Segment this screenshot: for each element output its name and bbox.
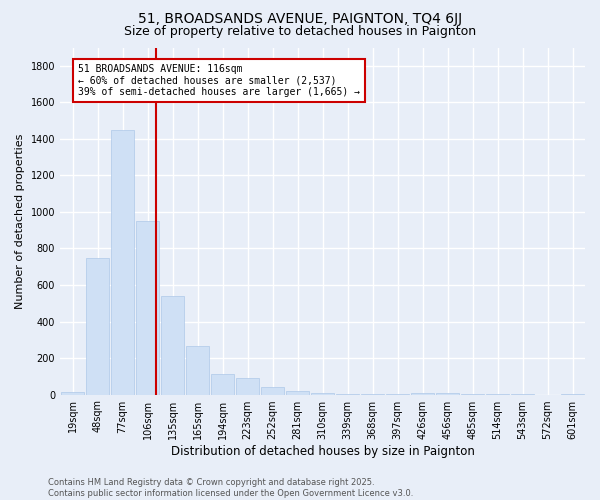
Bar (261, 388, 284, 394)
Text: Size of property relative to detached houses in Paignton: Size of property relative to detached ho… (124, 25, 476, 38)
Bar (211, 374, 234, 394)
X-axis label: Distribution of detached houses by size in Paignton: Distribution of detached houses by size … (170, 444, 475, 458)
Bar (411, 393, 434, 394)
Bar (136, 221, 159, 394)
Bar (236, 378, 259, 394)
Bar (186, 346, 209, 395)
Bar (111, 130, 134, 394)
Text: 51 BROADSANDS AVENUE: 116sqm
← 60% of detached houses are smaller (2,537)
39% of: 51 BROADSANDS AVENUE: 116sqm ← 60% of de… (78, 64, 360, 97)
Bar (286, 391, 309, 394)
Bar (86, 258, 109, 394)
Bar (311, 393, 334, 394)
Bar (61, 392, 84, 394)
Bar (436, 393, 459, 394)
Text: Contains HM Land Registry data © Crown copyright and database right 2025.
Contai: Contains HM Land Registry data © Crown c… (48, 478, 413, 498)
Y-axis label: Number of detached properties: Number of detached properties (15, 134, 25, 308)
Text: 51, BROADSANDS AVENUE, PAIGNTON, TQ4 6JJ: 51, BROADSANDS AVENUE, PAIGNTON, TQ4 6JJ (138, 12, 462, 26)
Bar (161, 296, 184, 394)
